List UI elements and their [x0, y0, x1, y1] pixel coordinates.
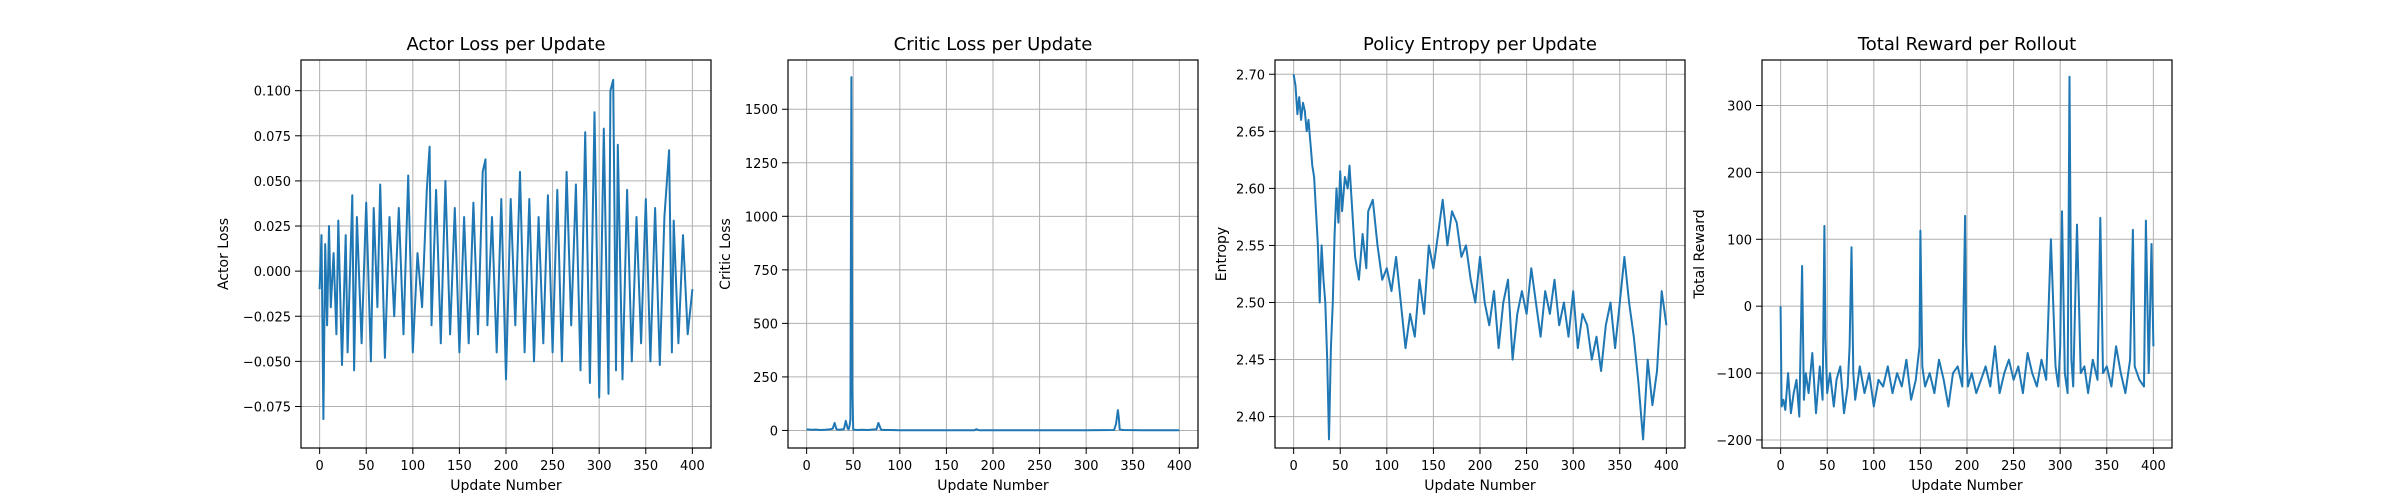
- chart-panel-3: 0 50 100 150 200 250 300 350 400 2.40 2.45 2.50 2.55…: [1214, 34, 1686, 494]
- x-tick-label: 200: [1955, 459, 1980, 474]
- x-tick-label: 100: [1374, 459, 1399, 474]
- y-tick-label: 0.025: [254, 220, 291, 235]
- x-tick-label: 400: [2141, 459, 2166, 474]
- x-tick-label: 150: [934, 459, 959, 474]
- x-tick-label: 400: [680, 459, 705, 474]
- series-line: [318, 78, 694, 421]
- x-tick-label: 100: [400, 459, 425, 474]
- y-tick-label: 0.100: [254, 85, 291, 100]
- chart-panel-4: 0 50 100 150 200 250 300 350 400 −200 −100 0 100 200 3…: [1692, 34, 2173, 494]
- x-tick-label: 0: [802, 459, 810, 474]
- y-tick-label: 2.65: [1236, 125, 1265, 140]
- y-tick-label: 0.000: [254, 265, 291, 280]
- x-tick-label: 350: [1607, 459, 1632, 474]
- x-tick-label: 300: [587, 459, 612, 474]
- x-tick-label: 250: [540, 459, 565, 474]
- y-tick-label: 1000: [745, 210, 778, 225]
- chart-panel-1: 0 50 100 150 200 250 300 350 400 −0.075 −0.050 −0.0…: [216, 34, 712, 494]
- y-axis-label: Entropy: [1214, 227, 1230, 281]
- x-tick-label: 350: [2094, 459, 2119, 474]
- x-tick-label: 300: [2048, 459, 2073, 474]
- chart-panel-2: 0 50 100 150 200 250 300 350 400 0 250 500 750 1000 12…: [718, 34, 1199, 494]
- x-tick-label: 150: [1421, 459, 1446, 474]
- x-tick-label: 200: [981, 459, 1006, 474]
- y-tick-label: 2.55: [1236, 239, 1265, 254]
- y-tick-label: −0.025: [243, 310, 291, 325]
- x-tick-label: 300: [1561, 459, 1586, 474]
- x-tick-label: 400: [1654, 459, 1679, 474]
- x-tick-label: 0: [315, 459, 323, 474]
- y-tick-label: 750: [753, 264, 778, 279]
- x-axis-label: Update Number: [937, 478, 1049, 494]
- series-line: [1292, 74, 1668, 441]
- y-tick-label: −0.050: [243, 355, 291, 370]
- x-tick-label: 0: [1776, 459, 1784, 474]
- y-axis-label: Actor Loss: [216, 218, 232, 290]
- x-tick-label: 50: [845, 459, 862, 474]
- x-tick-label: 400: [1167, 459, 1192, 474]
- y-tick-label: 1500: [745, 103, 778, 118]
- y-tick-label: 250: [753, 371, 778, 386]
- y-tick-label: 200: [1727, 166, 1752, 181]
- y-tick-label: 1250: [745, 157, 778, 172]
- y-tick-label: 0: [770, 424, 778, 439]
- chart-title: Actor Loss per Update: [406, 34, 605, 55]
- x-tick-label: 50: [1819, 459, 1836, 474]
- y-tick-label: −100: [1716, 367, 1752, 382]
- x-axis-label: Update Number: [1424, 478, 1536, 494]
- series-line: [1779, 75, 2155, 418]
- y-tick-label: 100: [1727, 233, 1752, 248]
- x-tick-label: 250: [2001, 459, 2026, 474]
- y-tick-label: −200: [1716, 434, 1752, 449]
- x-axis-label: Update Number: [450, 478, 562, 494]
- y-tick-label: −0.075: [243, 400, 291, 415]
- chart-title: Policy Entropy per Update: [1363, 34, 1597, 55]
- y-tick-label: 2.60: [1236, 182, 1265, 197]
- x-axis-label: Update Number: [1911, 478, 2023, 494]
- x-tick-label: 50: [358, 459, 375, 474]
- x-tick-label: 350: [1120, 459, 1145, 474]
- x-tick-label: 250: [1027, 459, 1052, 474]
- x-tick-label: 50: [1332, 459, 1349, 474]
- y-tick-label: 2.45: [1236, 354, 1265, 369]
- chart-title: Total Reward per Rollout: [1857, 34, 2076, 55]
- x-tick-label: 0: [1289, 459, 1297, 474]
- x-tick-label: 100: [1861, 459, 1886, 474]
- x-tick-label: 200: [1468, 459, 1493, 474]
- y-axis-label: Critic Loss: [718, 218, 734, 290]
- x-tick-label: 150: [1908, 459, 1933, 474]
- chart-title: Critic Loss per Update: [894, 34, 1093, 55]
- y-tick-label: 2.50: [1236, 297, 1265, 312]
- y-tick-label: 0.050: [254, 175, 291, 190]
- y-tick-label: 0.075: [254, 130, 291, 145]
- x-tick-label: 100: [887, 459, 912, 474]
- series-line: [806, 76, 1180, 432]
- y-tick-label: 300: [1727, 99, 1752, 114]
- y-tick-label: 0: [1744, 300, 1752, 315]
- x-tick-label: 200: [494, 459, 519, 474]
- x-tick-label: 300: [1074, 459, 1099, 474]
- y-tick-label: 500: [753, 317, 778, 332]
- y-axis-label: Total Reward: [1692, 209, 1708, 299]
- x-tick-label: 350: [633, 459, 658, 474]
- y-tick-label: 2.40: [1236, 411, 1265, 426]
- y-tick-label: 2.70: [1236, 68, 1265, 83]
- x-tick-label: 250: [1514, 459, 1539, 474]
- x-tick-label: 150: [447, 459, 472, 474]
